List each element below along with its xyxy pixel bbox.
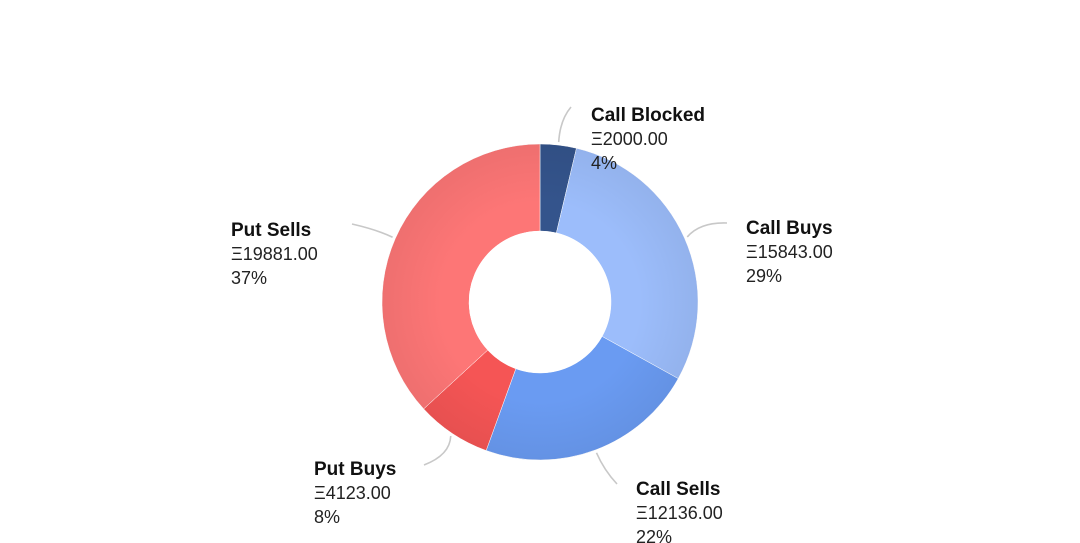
slice-label-name-put-sells: Put Sells <box>231 220 311 241</box>
leader-line-call-buys <box>686 222 728 238</box>
donut-hole <box>469 231 611 373</box>
leader-line-put-buys <box>423 435 452 466</box>
slice-shade-put-buys <box>423 350 516 451</box>
slices-group <box>381 143 699 461</box>
slice-label-value-put-buys: Ξ4123.00 <box>314 483 391 503</box>
slice-label-value-call-sells: Ξ12136.00 <box>636 503 723 523</box>
leader-line-put-sells <box>351 223 393 238</box>
leader-lines-group <box>351 106 728 485</box>
labels-group: Call Blocked Ξ2000.00 4% Call Buys Ξ15843.00… <box>231 105 833 543</box>
slice-shade-put-sells <box>381 144 540 409</box>
leader-line-call-sells <box>595 452 618 485</box>
leader-line-call-blocked <box>557 106 572 143</box>
slice-label-name-call-sells: Call Sells <box>636 479 721 500</box>
slice-label-name-call-buys: Call Buys <box>746 218 833 239</box>
slice-label-value-call-blocked: Ξ2000.00 <box>591 129 668 149</box>
slice-label-percent-put-buys: 8% <box>314 507 340 527</box>
slice-label-percent-call-sells: 22% <box>636 527 672 543</box>
slice-shade-call-sells <box>486 336 679 460</box>
slice-shade-call-blocked <box>540 144 577 233</box>
slice-label-percent-call-blocked: 4% <box>591 153 617 173</box>
slice-label-percent-put-sells: 37% <box>231 268 267 288</box>
slice-label-value-put-sells: Ξ19881.00 <box>231 244 318 264</box>
slice-shade-call-buys <box>556 148 698 379</box>
slice-label-value-call-buys: Ξ15843.00 <box>746 242 833 262</box>
slice-label-name-call-blocked: Call Blocked <box>591 105 705 126</box>
slice-label-name-put-buys: Put Buys <box>314 459 396 480</box>
slice-label-percent-call-buys: 29% <box>746 266 782 286</box>
